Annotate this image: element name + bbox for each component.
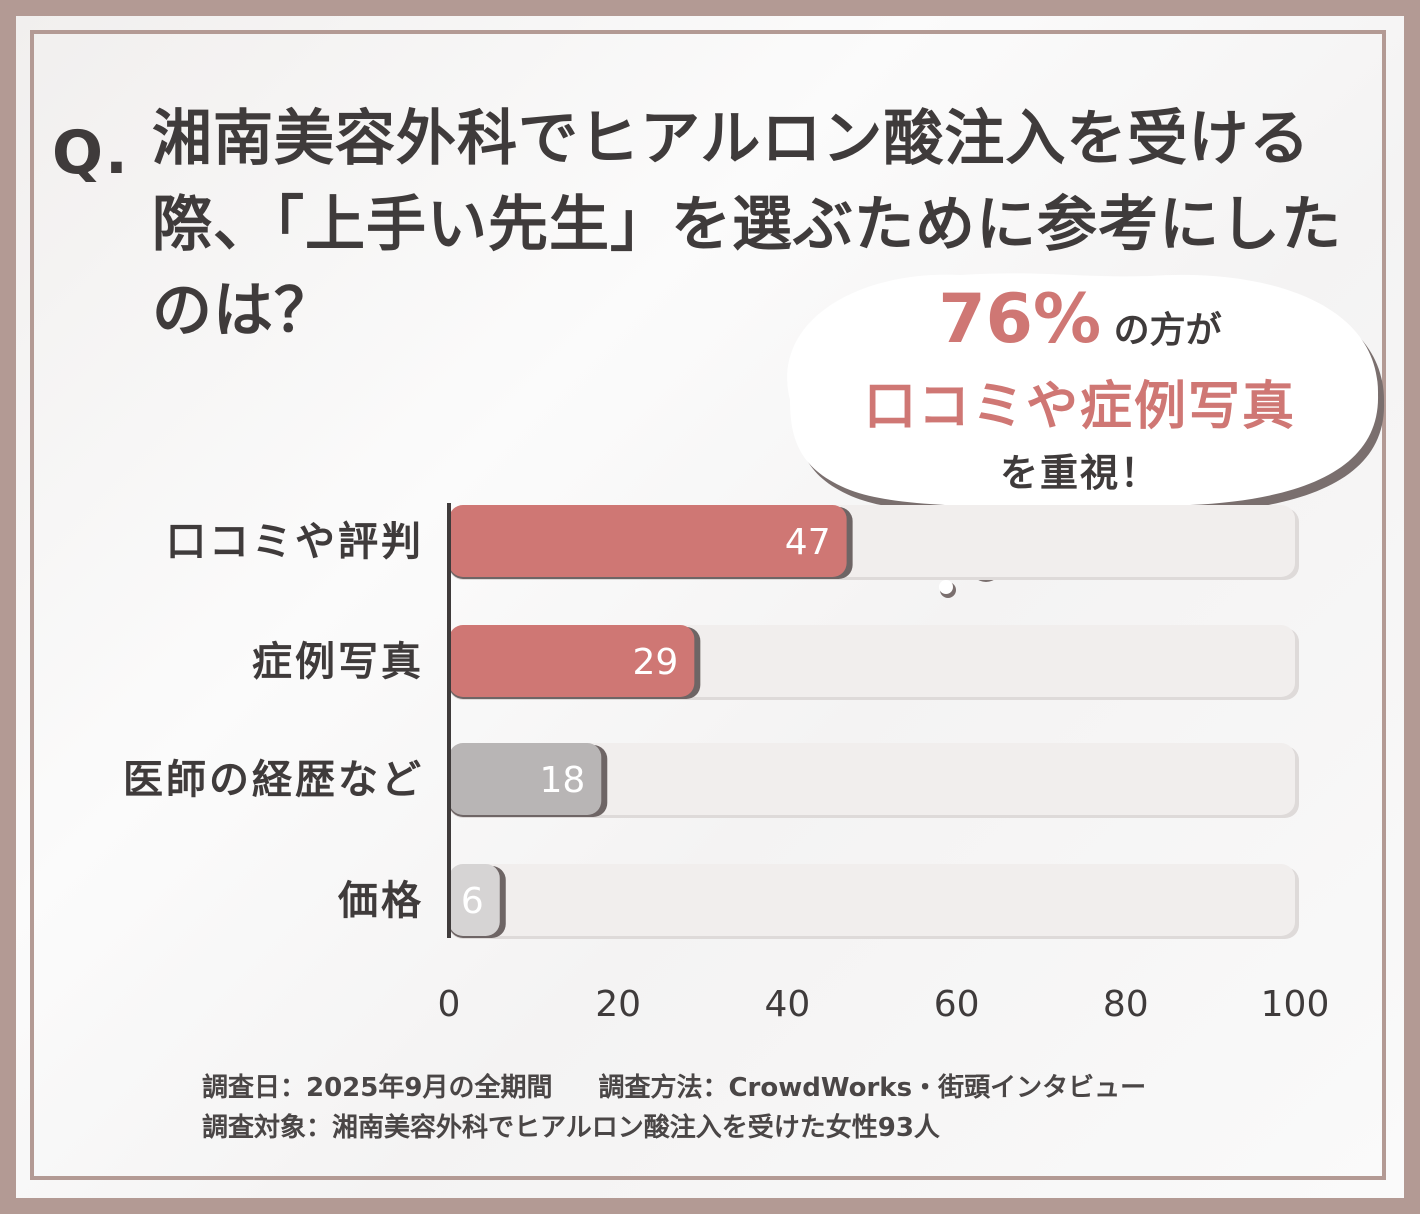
bar	[449, 505, 847, 577]
footer-line1: 調査日：2025年9月の全期間 調査方法：CrowdWorks・街頭インタビュー	[202, 1068, 1146, 1108]
bar	[449, 625, 695, 697]
x-tick-label: 40	[764, 984, 810, 1025]
callout-tail: を重視！	[999, 451, 1160, 495]
survey-target: 調査対象：湘南美容外科でヒアルロン酸注入を受けた女性93人	[202, 1113, 940, 1143]
callout-line1: 76% の方が	[790, 280, 1370, 371]
survey-footer: 調査日：2025年9月の全期間 調査方法：CrowdWorks・街頭インタビュー …	[202, 1068, 1146, 1148]
bar	[449, 743, 602, 815]
callout-percent: 76%	[938, 280, 1102, 359]
bar-track	[449, 743, 1295, 815]
x-tick-label: 0	[438, 984, 461, 1025]
category-label: 口コミや評判	[166, 519, 424, 565]
x-tick-label: 20	[595, 984, 641, 1025]
question-line: 湘南美容外科でヒアルロン酸注入を受ける	[152, 104, 1311, 174]
bar-value-label: 29	[633, 642, 679, 683]
category-label: 症例写真	[252, 639, 424, 685]
bar-value-label: 47	[785, 522, 831, 563]
question-line: 際、「上手い先生」を選ぶために参考にした	[152, 190, 1342, 260]
category-label: 医師の経歴など	[123, 757, 424, 803]
inner-border	[30, 30, 1386, 1180]
callout-text: 76% の方が 口コミや症例写真 を重視！	[790, 280, 1370, 503]
background-panel	[16, 16, 1404, 1198]
x-tick-label: 100	[1261, 984, 1330, 1025]
bar-track	[449, 864, 1295, 936]
x-tick-label: 80	[1103, 984, 1149, 1025]
x-tick-label: 60	[934, 984, 980, 1025]
bar	[449, 864, 500, 936]
survey-method: 調査方法：CrowdWorks・街頭インタビュー	[598, 1073, 1147, 1103]
bar-value-label: 18	[539, 760, 585, 801]
question-mark-label: Q.	[52, 118, 130, 188]
category-label: 価格	[337, 878, 424, 924]
callout-suffix: の方が	[1113, 310, 1222, 351]
callout-highlight: 口コミや症例写真	[863, 377, 1296, 437]
survey-date: 調査日：2025年9月の全期間	[202, 1073, 553, 1103]
question-title: 湘南美容外科でヒアルロン酸注入を受ける 際、「上手い先生」を選ぶために参考にした…	[152, 96, 1372, 354]
question-line: のは？	[152, 276, 335, 346]
bar-value-label: 6	[461, 881, 484, 922]
